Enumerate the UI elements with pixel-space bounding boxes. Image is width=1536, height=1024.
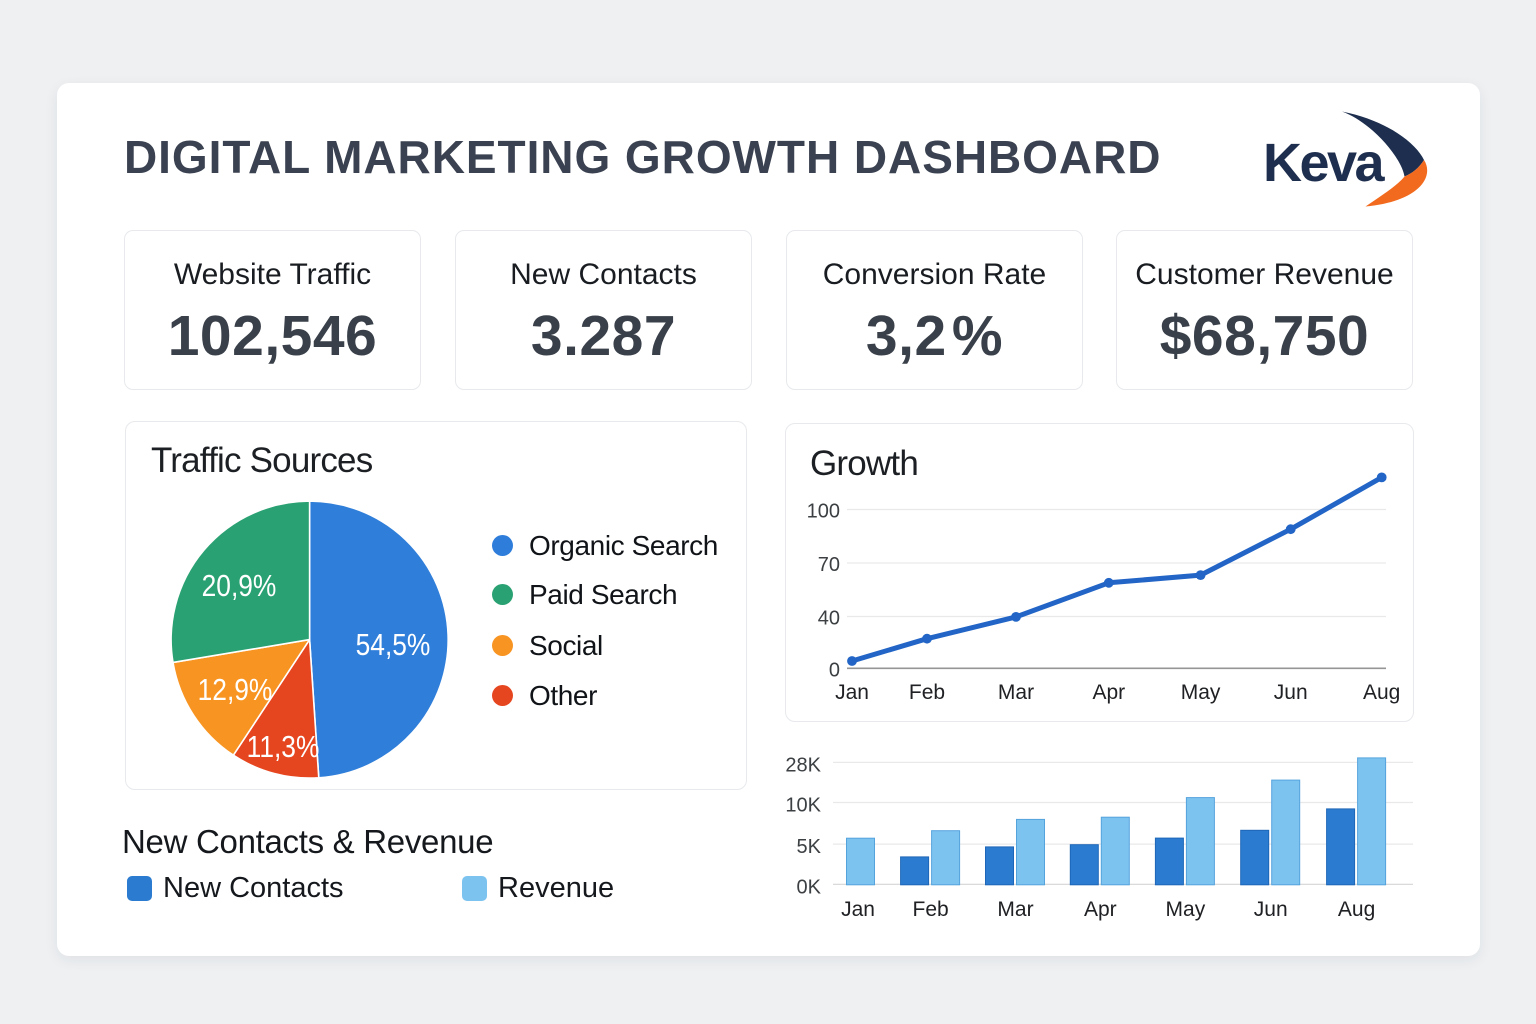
svg-text:5K: 5K [797,836,822,858]
svg-text:May: May [1166,898,1206,921]
svg-text:70: 70 [818,554,840,576]
svg-text:0: 0 [829,659,840,681]
svg-text:Jun: Jun [1274,681,1308,704]
svg-text:Keva: Keva [1263,133,1386,193]
svg-text:28K: 28K [785,754,821,776]
svg-text:40: 40 [818,608,840,630]
svg-text:Apr: Apr [1084,898,1117,921]
svg-text:Mar: Mar [998,681,1034,704]
svg-text:Jun: Jun [1254,898,1288,921]
svg-text:Feb: Feb [909,681,945,704]
svg-text:Jan: Jan [835,681,869,704]
svg-text:Aug: Aug [1338,898,1375,921]
svg-text:Aug: Aug [1363,681,1400,704]
svg-text:Jan: Jan [841,898,875,921]
svg-text:10K: 10K [785,795,821,817]
svg-text:0K: 0K [797,876,822,898]
svg-text:May: May [1181,681,1221,704]
svg-text:100: 100 [807,501,840,523]
svg-text:Mar: Mar [997,898,1033,921]
svg-text:Feb: Feb [913,898,949,921]
svg-text:Apr: Apr [1092,681,1125,704]
